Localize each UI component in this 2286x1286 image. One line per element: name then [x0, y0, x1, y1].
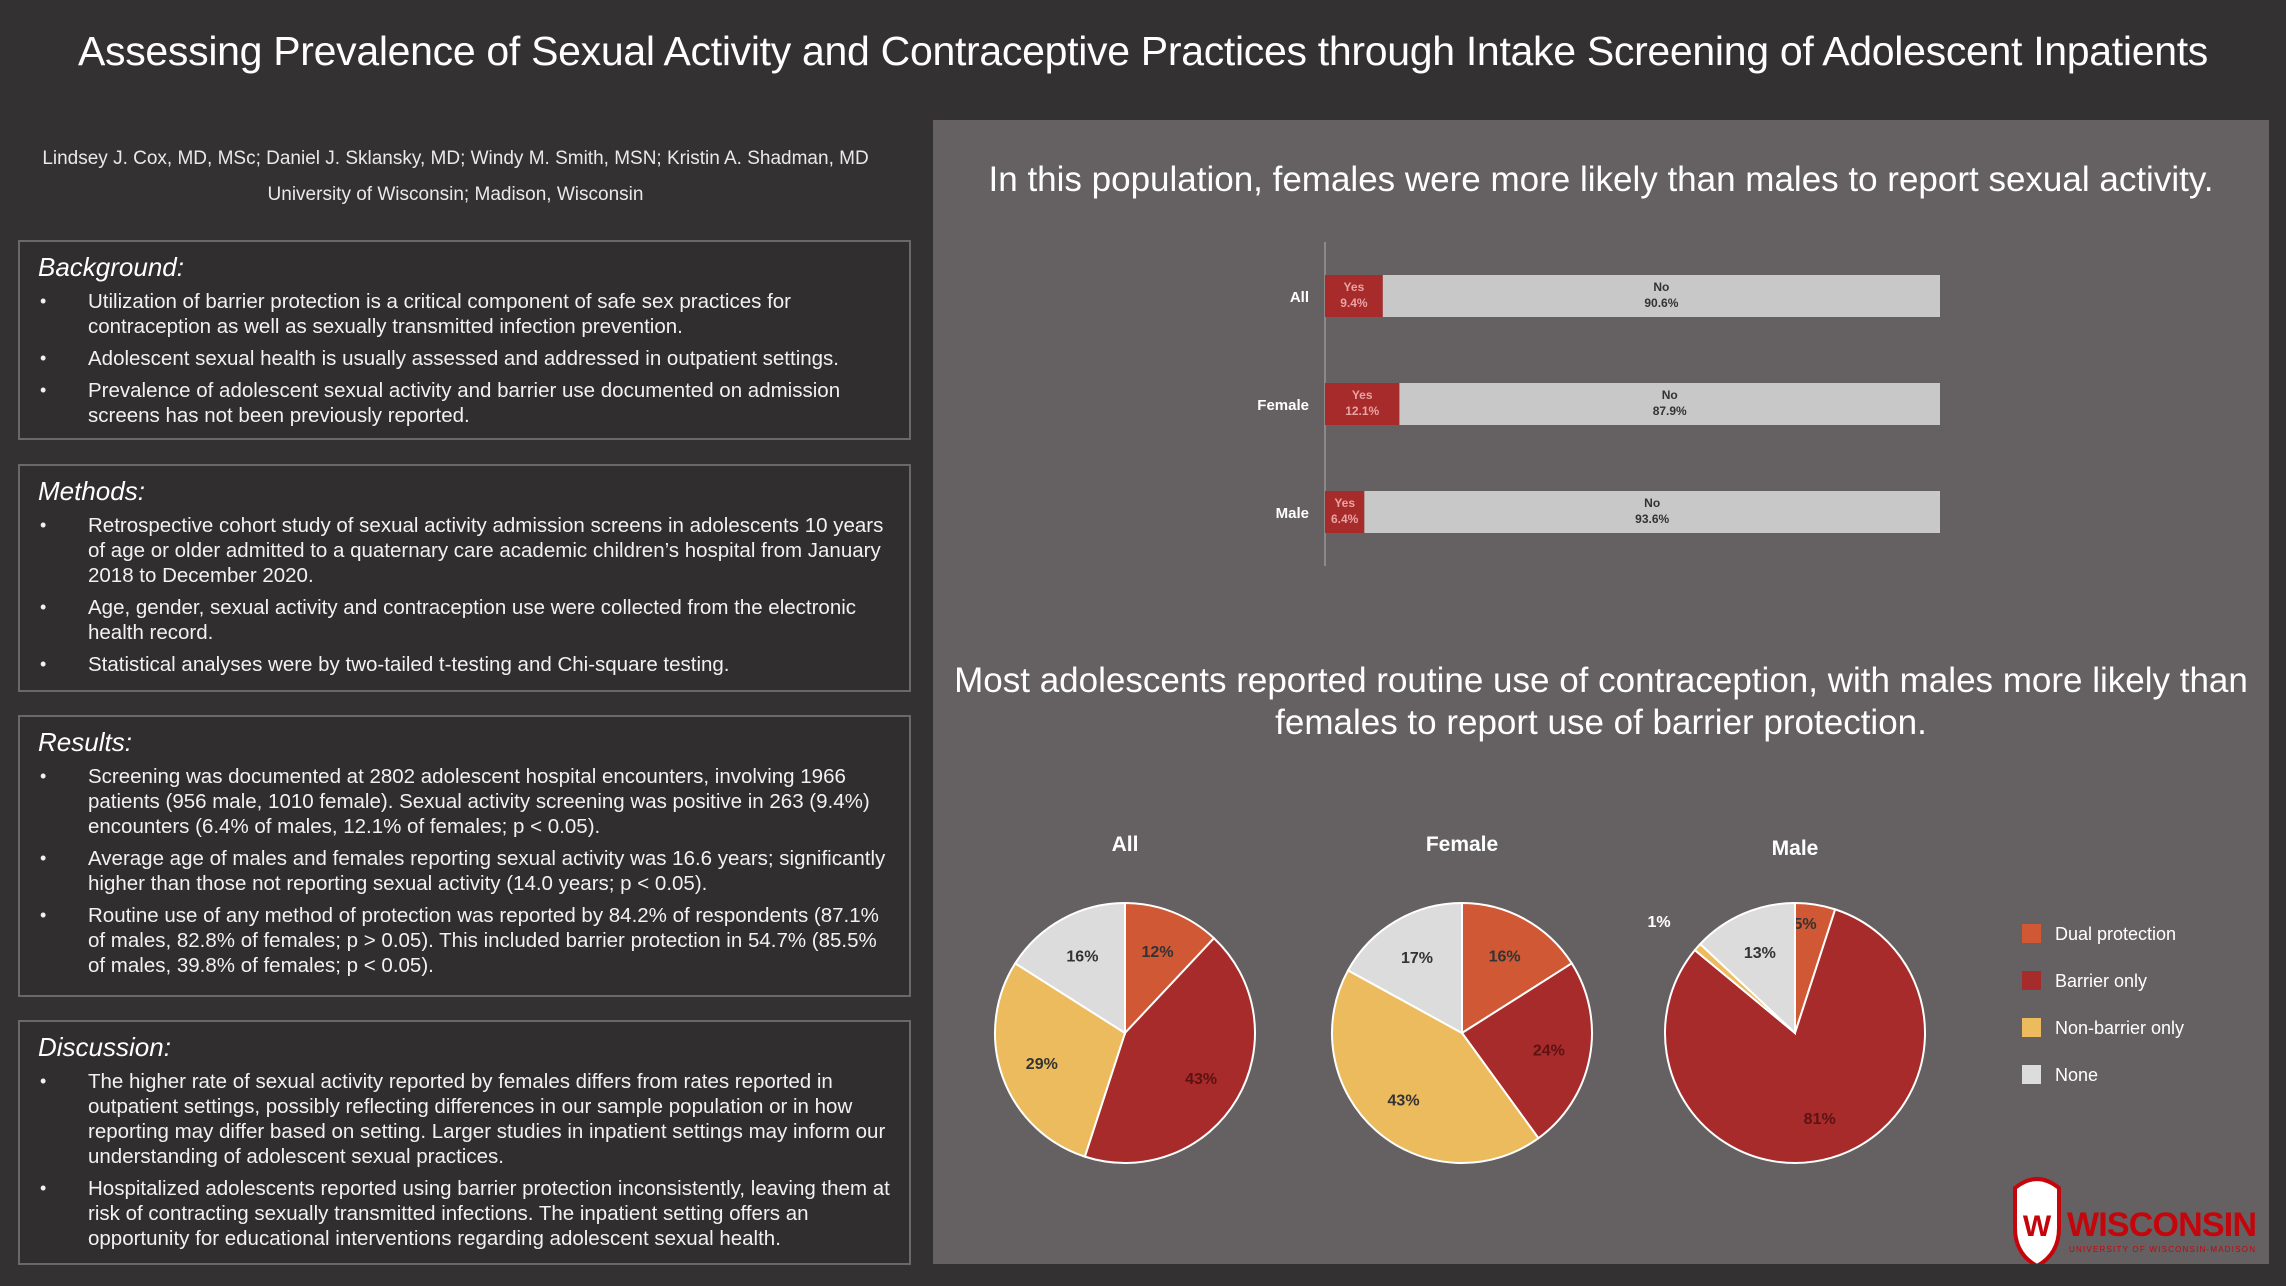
- bar-no-label: 87.9%: [1653, 404, 1687, 418]
- results-title: Results:: [38, 727, 132, 757]
- bar-category-label: Male: [1276, 505, 1309, 522]
- bar-no: [1364, 491, 1940, 533]
- pie-slice-label: 16%: [1489, 949, 1521, 966]
- results-item: Routine use of any method of protection …: [38, 903, 891, 978]
- legend-swatch: [2022, 924, 2041, 943]
- methods-item: Statistical analyses were by two-tailed …: [38, 652, 891, 677]
- legend-label: Barrier only: [2055, 971, 2147, 991]
- pie-slice: [1124, 901, 1216, 1036]
- logo-wordmark: WISCONSIN: [2067, 1206, 2257, 1244]
- bar-yes-label: 6.4%: [1331, 512, 1359, 526]
- background-item: Adolescent sexual health is usually asse…: [38, 346, 891, 371]
- pie-title: Female: [1426, 833, 1498, 856]
- methods-title: Methods:: [38, 476, 145, 506]
- pie-chart-heading: Most adolescents reported routine use of…: [954, 661, 2248, 742]
- background-title: Background:: [38, 252, 184, 282]
- legend-label: None: [2055, 1065, 2098, 1085]
- methods-item: Retrospective cohort study of sexual act…: [38, 513, 891, 588]
- pie-slice-label: 12%: [1142, 944, 1174, 961]
- bar-category-label: All: [1290, 289, 1309, 306]
- bar-no-label: 93.6%: [1635, 512, 1669, 526]
- discussion-item: The higher rate of sexual activity repor…: [38, 1069, 891, 1169]
- logo-crest-icon: [2013, 1177, 2061, 1264]
- pie-slice-label: 17%: [1401, 950, 1433, 967]
- results-item: Screening was documented at 2802 adolesc…: [38, 764, 891, 839]
- logo-subtext: UNIVERSITY OF WISCONSIN-MADISON: [2069, 1245, 2255, 1254]
- discussion-item: Hospitalized adolescents reported using …: [38, 1176, 891, 1251]
- bar-yes-label: 9.4%: [1340, 296, 1368, 310]
- poster-title: Assessing Prevalence of Sexual Activity …: [77, 28, 2209, 74]
- legend-label: Non-barrier only: [2055, 1018, 2184, 1038]
- bar-no-name: No: [1644, 496, 1660, 510]
- bar-category-label: Female: [1257, 397, 1309, 414]
- bar-yes-name: Yes: [1334, 496, 1355, 510]
- pie-slice: [1460, 961, 1593, 1140]
- pie-slice: [1083, 936, 1256, 1164]
- pie-slice: [1698, 901, 1796, 1036]
- bar-no: [1399, 383, 1940, 425]
- discussion-section: Discussion: The higher rate of sexual ac…: [18, 1020, 911, 1265]
- results-section: Results: Screening was documented at 280…: [18, 715, 911, 997]
- methods-item: Age, gender, sexual activity and contrac…: [38, 595, 891, 645]
- bar-yes: [1325, 383, 1400, 425]
- pie-slice-label: 43%: [1185, 1071, 1217, 1088]
- background-section: Background: Utilization of barrier prote…: [18, 240, 911, 440]
- bar-yes-label: 12.1%: [1345, 404, 1379, 418]
- pie-slice-label: 16%: [1066, 949, 1098, 966]
- legend-swatch: [2022, 1065, 2041, 1084]
- pie-slice: [1664, 908, 1926, 1164]
- bar-no-label: 90.6%: [1644, 296, 1678, 310]
- legend-swatch: [2022, 1018, 2041, 1037]
- results-item: Average age of males and females reporti…: [38, 846, 891, 896]
- background-item: Utilization of barrier protection is a c…: [38, 289, 891, 339]
- affiliation: University of Wisconsin; Madison, Wiscon…: [267, 184, 644, 205]
- pie-slice: [1461, 901, 1574, 1035]
- pie-title: Male: [1772, 837, 1819, 860]
- pie-slice-label: 13%: [1744, 945, 1776, 962]
- background-item: Prevalence of adolescent sexual activity…: [38, 378, 891, 428]
- bar-chart-heading: In this population, females were more li…: [988, 160, 2214, 199]
- authors: Lindsey J. Cox, MD, MSc; Daniel J. Sklan…: [42, 148, 869, 169]
- pie-slice: [1346, 901, 1463, 1035]
- pie-title: All: [1112, 833, 1139, 856]
- methods-section: Methods: Retrospective cohort study of s…: [18, 464, 911, 692]
- pie-slice-label: 81%: [1804, 1111, 1836, 1128]
- logo-crest-letter: W: [2023, 1210, 2052, 1243]
- pie-slice: [1013, 901, 1126, 1035]
- pie-slice: [994, 961, 1127, 1158]
- legend-swatch: [2022, 971, 2041, 990]
- bar-no: [1382, 275, 1940, 317]
- figures-svg: All Yes 9.4% No 90.6% Female Yes 12.1% No 87.9% Ma…: [994, 242, 2257, 1264]
- bar-yes: [1325, 275, 1383, 317]
- pie-slice-label: 5%: [1793, 916, 1816, 933]
- pie-slice: [1331, 969, 1540, 1164]
- pie-slice-label: 43%: [1388, 1092, 1420, 1109]
- pie-slice-label: 24%: [1533, 1043, 1565, 1060]
- bar-yes-name: Yes: [1344, 280, 1365, 294]
- pie-slice-label: 29%: [1026, 1056, 1058, 1073]
- legend-label: Dual protection: [2055, 924, 2176, 944]
- discussion-title: Discussion:: [38, 1032, 171, 1062]
- figures-panel: In this population, females were more li…: [933, 120, 2269, 1264]
- bar-yes-name: Yes: [1352, 388, 1373, 402]
- pie-slice-label: 1%: [1647, 914, 1670, 931]
- bar-yes: [1325, 491, 1365, 533]
- bar-no-name: No: [1653, 280, 1669, 294]
- bar-no-name: No: [1662, 388, 1678, 402]
